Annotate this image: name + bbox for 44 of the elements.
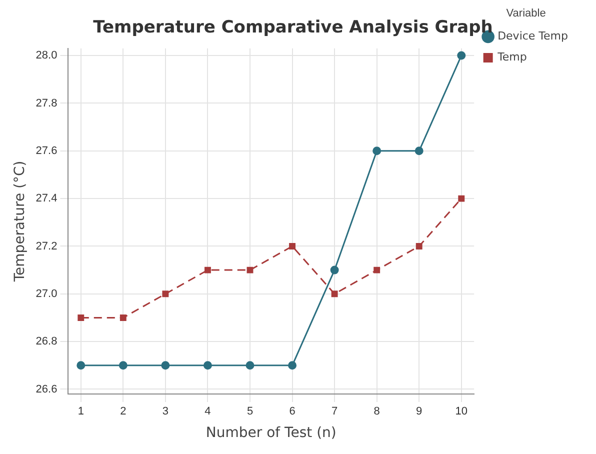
legend-title: Variable <box>506 8 546 20</box>
y-tick-label: 27.4 <box>36 192 58 205</box>
x-tick-label: 8 <box>374 406 380 418</box>
point <box>246 266 254 274</box>
x-tick-label: 2 <box>120 406 126 418</box>
point <box>372 146 382 156</box>
y-tick-label: 27.2 <box>36 240 58 252</box>
point <box>203 361 212 370</box>
x-tick-label: 1 <box>78 406 84 418</box>
point <box>120 314 126 321</box>
x-tick-label: 3 <box>162 406 169 418</box>
y-tick-label: 27.6 <box>36 144 58 157</box>
point <box>161 361 170 370</box>
point <box>458 195 465 202</box>
point <box>289 243 296 250</box>
point <box>330 266 339 274</box>
point <box>204 266 211 274</box>
x-tick-label: 7 <box>331 406 338 418</box>
legend-label: Temp <box>496 50 527 64</box>
point <box>162 290 169 298</box>
point <box>457 51 466 60</box>
x-tick-label: 9 <box>416 406 422 418</box>
y-tick-label: 27.0 <box>36 288 58 300</box>
y-axis-title: Temperature (°C) <box>12 160 28 283</box>
point <box>288 361 297 370</box>
x-tick-label: 4 <box>204 406 211 418</box>
point <box>78 314 84 321</box>
legend-label: Device Temp <box>498 30 568 43</box>
point <box>374 266 380 274</box>
y-tick-label: 27.8 <box>36 97 58 110</box>
point <box>331 290 338 298</box>
point <box>118 361 128 370</box>
point <box>76 361 86 370</box>
point <box>246 361 254 370</box>
point <box>416 243 422 250</box>
point <box>414 146 424 156</box>
x-axis-title: Number of Test (n) <box>206 425 336 442</box>
chart-title: Temperature Comparative Analysis Graph <box>93 18 493 38</box>
x-tick-label: 10 <box>455 406 468 418</box>
x-tick-label: 5 <box>246 406 254 418</box>
x-tick-label: 6 <box>289 406 296 418</box>
y-tick-label: 26.6 <box>36 383 58 396</box>
y-tick-label: 28.0 <box>36 50 58 62</box>
y-tick-label: 26.8 <box>36 336 58 348</box>
